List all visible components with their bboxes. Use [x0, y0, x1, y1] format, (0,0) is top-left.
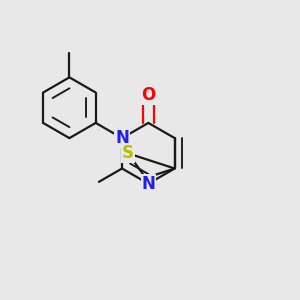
Text: O: O	[141, 86, 155, 104]
Text: N: N	[115, 129, 129, 147]
Text: N: N	[141, 175, 155, 193]
Text: S: S	[122, 144, 134, 162]
